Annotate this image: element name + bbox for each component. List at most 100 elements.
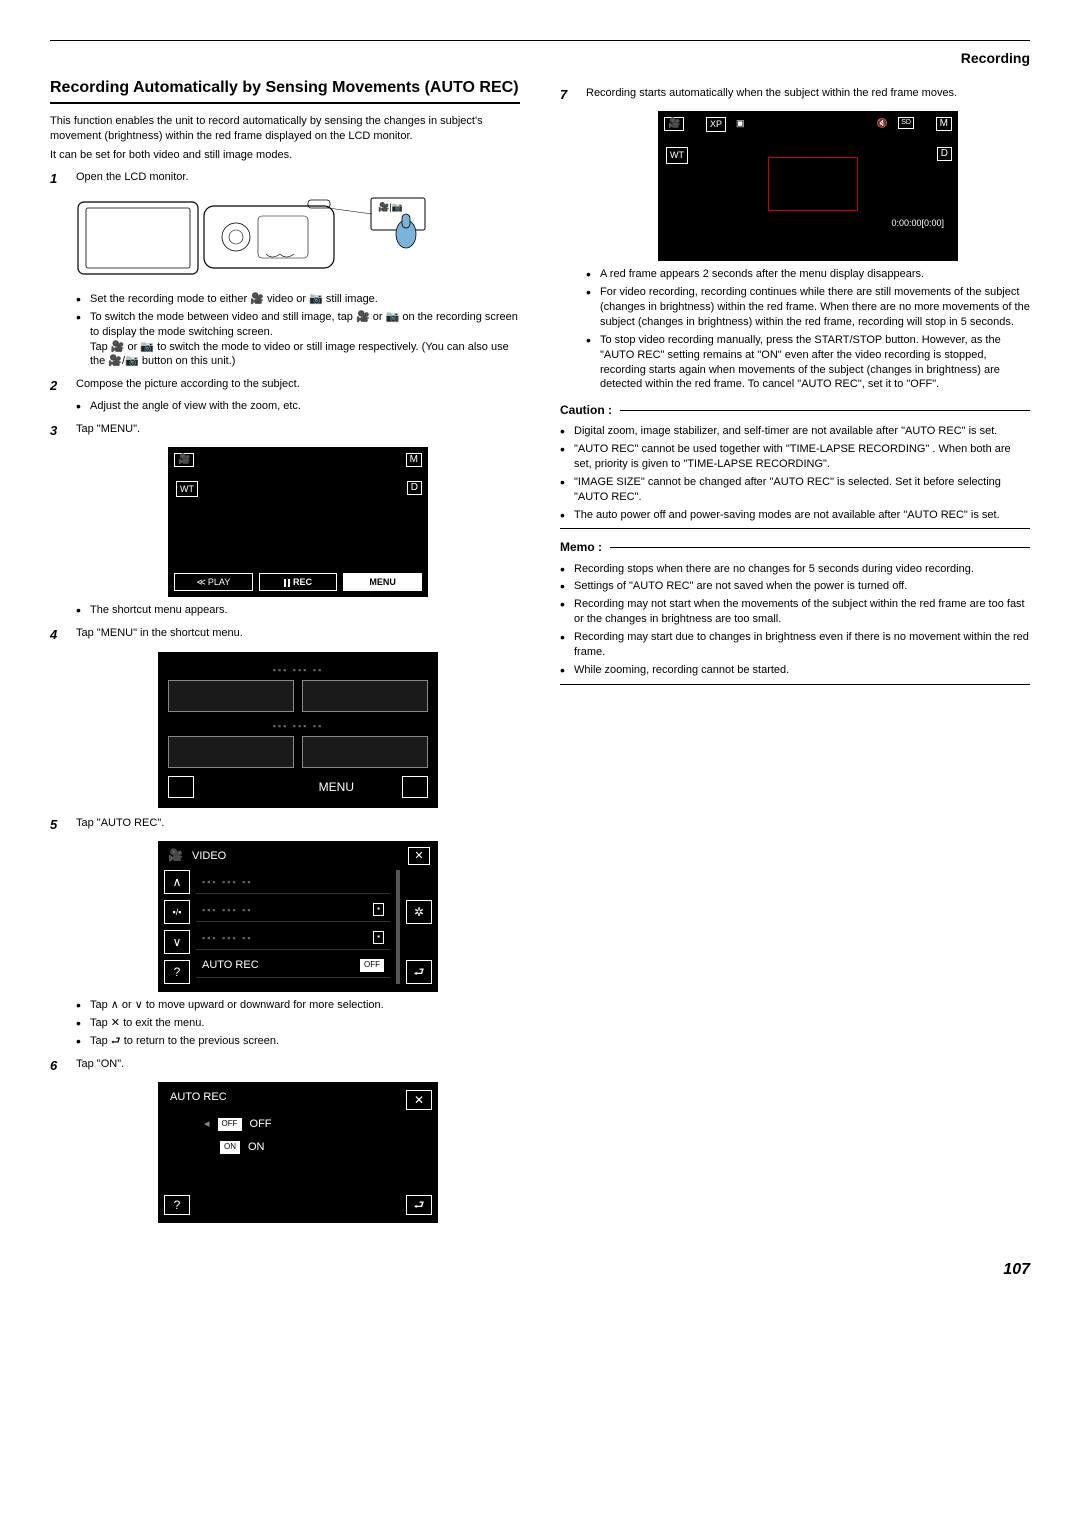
bullet: Recording stops when there are no change… [560,562,1030,577]
bullet: Settings of "AUTO REC" are not saved whe… [560,579,1030,594]
menu-button[interactable]: MENU [343,573,422,591]
step-number: 1 [50,170,66,188]
camera-illustration: 🎥|📷 [76,196,436,286]
bullet: A red frame appears 2 seconds after the … [586,267,1030,282]
menu-item-autorec[interactable]: AUTO RECOFF [196,954,390,978]
bullet: While zooming, recording cannot be start… [560,663,1030,678]
placeholder-label: ▪▪▪ ▪▪▪ ▪▪ [168,720,428,732]
play-button[interactable]: PLAY [174,573,253,591]
down-button[interactable]: ∨ [164,930,190,954]
bullet: Recording may not start when the movemen… [560,597,1030,627]
d-indicator: D [407,481,422,495]
autorec-onoff-screenshot: AUTO REC ✕ ◂OFFOFF ONON ? ⮐ [76,1082,520,1223]
divider [560,684,1030,685]
step-number: 7 [560,86,576,104]
close-icon[interactable]: ✕ [402,776,428,798]
header-category: Recording [50,49,1030,68]
wt-indicator: WT [176,481,198,497]
step-number: 4 [50,626,66,644]
lcd-screenshot-menu: 🎥 M WT D PLAY REC MENU [76,447,520,597]
detection-frame [768,157,858,211]
bullet: Digital zoom, image stabilizer, and self… [560,424,1030,439]
divider [560,528,1030,529]
menu-button[interactable]: MENU [202,779,394,795]
return-icon[interactable]: ⮐ [406,1195,432,1215]
video-menu-screenshot: 🎥VIDEO ✕ ∧ ▪/▪ ∨ ? ▪▪▪ ▪▪▪ ▪▪ ▪▪▪ [76,841,520,992]
menu-item[interactable]: ▪▪▪ ▪▪▪ ▪▪ [196,870,390,894]
scrollbar[interactable] [396,870,400,984]
top-rule [50,40,1030,41]
help-icon[interactable]: ? [164,1195,190,1215]
bullet: Tap ✕ to exit the menu. [76,1016,520,1031]
option-off[interactable]: ◂OFFOFF [204,1117,432,1132]
step-6: 6 Tap "ON". AUTO REC ✕ ◂OFFOFF ONON [50,1057,520,1223]
sd-indicator: SD [898,117,914,128]
divider [620,410,1030,411]
bullet: Set the recording mode to either 🎥 video… [76,292,520,307]
m-indicator: M [406,453,422,467]
rec-button[interactable]: REC [259,573,338,591]
step-7: 7 Recording starts automatically when th… [560,86,1030,392]
step-text: Compose the picture according to the sub… [76,377,520,392]
step-text: Recording starts automatically when the … [586,86,1030,101]
bullet: To switch the mode between video and sti… [76,310,520,369]
shortcut-cell[interactable] [302,680,428,712]
help-icon[interactable]: ? [164,960,190,984]
bullet: To stop video recording manually, press … [586,333,1030,392]
caution-header: Caution : [560,402,1030,418]
video-icon: 🎥 [664,117,684,131]
step-number: 5 [50,816,66,834]
two-column-layout: Recording Automatically by Sensing Movem… [50,78,1030,1229]
step-3: 3 Tap "MENU". 🎥 M WT D PLAY REC MENU [50,422,520,618]
step-text: Open the LCD monitor. [76,170,520,185]
right-column: 7 Recording starts automatically when th… [560,78,1030,1229]
return-icon[interactable]: ⮐ [406,960,432,984]
shortcut-menu-screenshot: ▪▪▪ ▪▪▪ ▪▪ ▪▪▪ ▪▪▪ ▪▪ ? MENU ✕ [76,652,520,808]
toggle-button[interactable]: ▪/▪ [164,900,190,924]
bullet: For video recording, recording continues… [586,285,1030,330]
divider [610,547,1030,548]
menu-item[interactable]: ▪▪▪ ▪▪▪ ▪▪▪ [196,926,390,950]
help-icon[interactable]: ? [168,776,194,798]
bullet: Adjust the angle of view with the zoom, … [76,399,520,414]
bullet: Tap ∧ or ∨ to move upward or downward fo… [76,998,520,1013]
video-icon: 🎥 [168,847,183,863]
left-column: Recording Automatically by Sensing Movem… [50,78,520,1229]
step-3-after: The shortcut menu appears. [76,603,520,618]
steps-list-right: 7 Recording starts automatically when th… [560,86,1030,392]
intro-paragraph-1: This function enables the unit to record… [50,114,520,144]
menu-item[interactable]: ▪▪▪ ▪▪▪ ▪▪▪ [196,898,390,922]
step-number: 3 [50,422,66,440]
menu-title: 🎥VIDEO [164,847,432,870]
step-text: Tap "MENU" in the shortcut menu. [76,626,520,641]
caution-list: Digital zoom, image stabilizer, and self… [560,424,1030,522]
bullet: Tap ⮐ to return to the previous screen. [76,1034,520,1049]
caution-label: Caution : [560,402,612,418]
mode-icon: ▣ [736,117,745,129]
step-4: 4 Tap "MENU" in the shortcut menu. ▪▪▪ ▪… [50,626,520,808]
lcd-bottom-bar: PLAY REC MENU [174,573,422,591]
step-text: Tap "ON". [76,1057,520,1072]
step-text: Tap "AUTO REC". [76,816,520,831]
option-on[interactable]: ONON [204,1140,432,1155]
close-icon[interactable]: ✕ [406,1090,432,1110]
bullet: "AUTO REC" cannot be used together with … [560,442,1030,472]
intro-paragraph-2: It can be set for both video and still i… [50,148,520,163]
settings-icon[interactable]: ✲ [406,900,432,924]
rec-time: 0:00:00[0:00] [891,217,944,229]
step-text: Tap "MENU". [76,422,520,437]
step-2: 2 Compose the picture according to the s… [50,377,520,413]
up-button[interactable]: ∧ [164,870,190,894]
close-icon[interactable]: ✕ [408,847,430,865]
video-icon: 🎥 [174,453,194,467]
shortcut-cell[interactable] [302,736,428,768]
step-number: 6 [50,1057,66,1075]
bullet: The shortcut menu appears. [76,603,520,618]
bullet: The auto power off and power-saving mode… [560,508,1030,523]
menu-title: AUTO REC [164,1088,231,1111]
step-5-bullets: Tap ∧ or ∨ to move upward or downward fo… [76,998,520,1049]
lcd-redframe-screenshot: 🎥 XP ▣ 🔇 SD M WT D 0:00:00[0:00] [586,111,1030,261]
shortcut-cell[interactable] [168,680,294,712]
shortcut-cell[interactable] [168,736,294,768]
step-2-bullets: Adjust the angle of view with the zoom, … [76,399,520,414]
